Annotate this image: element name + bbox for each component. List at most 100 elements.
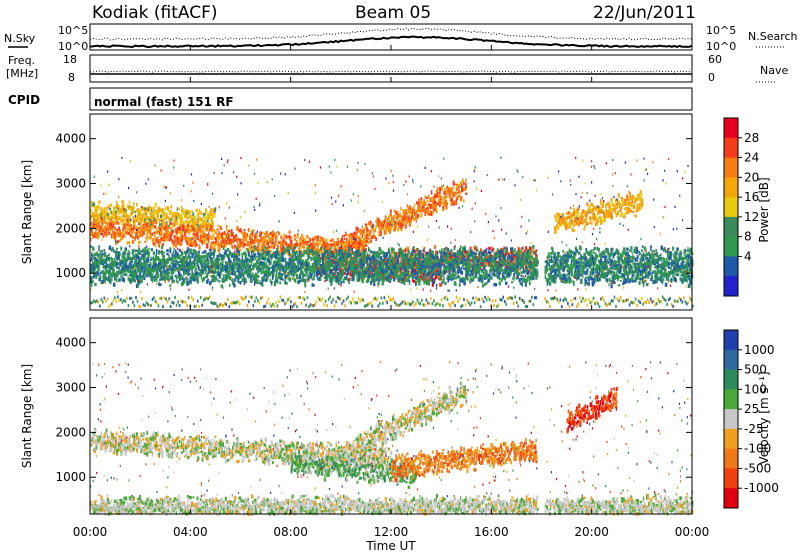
- echo-cell: [431, 250, 434, 255]
- echo-cell: [210, 257, 212, 261]
- echo-cell: [288, 252, 291, 257]
- echo-cell: [184, 263, 186, 266]
- echo-cell: [399, 247, 402, 250]
- echo-cell: [139, 256, 141, 261]
- echo-cell: [523, 249, 526, 253]
- echo-cell: [119, 231, 121, 234]
- echo-cell: [164, 234, 166, 238]
- echo-cell: [337, 259, 340, 264]
- echo-cell: [104, 216, 107, 220]
- echo-cell: [428, 260, 431, 265]
- echo-cell: [335, 261, 339, 264]
- echo-cell: [183, 221, 186, 224]
- echo-cell: [138, 208, 140, 213]
- echo-cell: [161, 208, 164, 213]
- echo-cell: [189, 243, 191, 247]
- echo-cell: [154, 241, 156, 246]
- echo-cell: [428, 213, 431, 216]
- echo-cell: [293, 238, 297, 241]
- echo-cell: [354, 254, 357, 259]
- echo-cell: [249, 256, 252, 261]
- echo-cell: [141, 220, 144, 223]
- echo-cell: [120, 231, 122, 235]
- echo-cell: [159, 219, 161, 223]
- echo-cell: [328, 258, 331, 262]
- echo-cell: [238, 229, 240, 233]
- echo-cell: [306, 247, 309, 251]
- echo-cell: [173, 248, 176, 251]
- echo-cell: [91, 201, 94, 206]
- echo-cell: [197, 228, 200, 233]
- echo-cell: [202, 255, 205, 260]
- echo-cell: [180, 250, 183, 255]
- echo-cell: [298, 243, 300, 247]
- echo-cell: [282, 239, 285, 243]
- echo-cell: [300, 258, 302, 263]
- echo-cell: [349, 238, 351, 243]
- echo-cell: [203, 235, 206, 241]
- echo-cell: [236, 266, 239, 271]
- echo-cell: [252, 256, 255, 260]
- echo-cell: [152, 258, 156, 262]
- echo-cell: [327, 244, 329, 248]
- echo-cell: [154, 209, 157, 212]
- echo-cell: [443, 254, 445, 258]
- echo-cell: [333, 257, 335, 262]
- echo-cell: [269, 250, 272, 253]
- echo-cell: [395, 214, 397, 219]
- echo-cell: [309, 245, 312, 249]
- echo-cell: [313, 248, 316, 253]
- echo-cell: [148, 236, 150, 240]
- echo-cell: [367, 233, 369, 236]
- echo-cell: [335, 250, 338, 253]
- echo-cell: [98, 207, 100, 210]
- echo-cell: [347, 251, 349, 256]
- echo-cell: [384, 227, 387, 230]
- echo-cell: [90, 237, 92, 241]
- echo-cell: [374, 251, 377, 255]
- echo-cell: [170, 261, 173, 264]
- echo-cell: [350, 237, 352, 240]
- echo-cell: [349, 271, 352, 276]
- echo-cell: [215, 238, 217, 243]
- echo-cell: [341, 235, 344, 237]
- echo-cell: [370, 259, 372, 264]
- echo-cell: [402, 217, 405, 222]
- echo-cell: [336, 237, 339, 241]
- echo-cell: [313, 260, 316, 265]
- echo-cell: [283, 250, 286, 255]
- echo-cell: [317, 249, 321, 254]
- echo-cell: [107, 253, 110, 257]
- echo-cell: [344, 259, 346, 263]
- echo-cell: [267, 255, 270, 259]
- echo-cell: [216, 241, 218, 246]
- echo-cell: [239, 227, 242, 233]
- echo-cell: [368, 247, 370, 250]
- echo-cell: [294, 246, 297, 249]
- echo-cell: [423, 246, 426, 249]
- echo-cell: [109, 256, 112, 260]
- echo-cell: [308, 237, 310, 242]
- echo-cell: [248, 255, 251, 258]
- echo-cell: [203, 215, 207, 219]
- echo-cell: [426, 252, 429, 256]
- echo-cell: [107, 231, 110, 235]
- echo-cell: [110, 216, 114, 220]
- echo-cell: [207, 218, 209, 223]
- echo-cell: [302, 239, 304, 243]
- echo-cell: [119, 229, 121, 233]
- echo-cell: [299, 239, 301, 243]
- echo-cell: [377, 257, 379, 262]
- echo-cell: [223, 255, 226, 258]
- echo-cell: [352, 241, 354, 245]
- echo-cell: [194, 240, 197, 244]
- echo-cell: [99, 253, 102, 256]
- echo-cell: [195, 241, 198, 245]
- echo-cell: [299, 251, 302, 255]
- echo-cell: [416, 261, 418, 265]
- echo-cell: [317, 254, 321, 258]
- echo-cell: [108, 215, 111, 219]
- echo-cell: [333, 256, 336, 259]
- echo-cell: [414, 255, 416, 259]
